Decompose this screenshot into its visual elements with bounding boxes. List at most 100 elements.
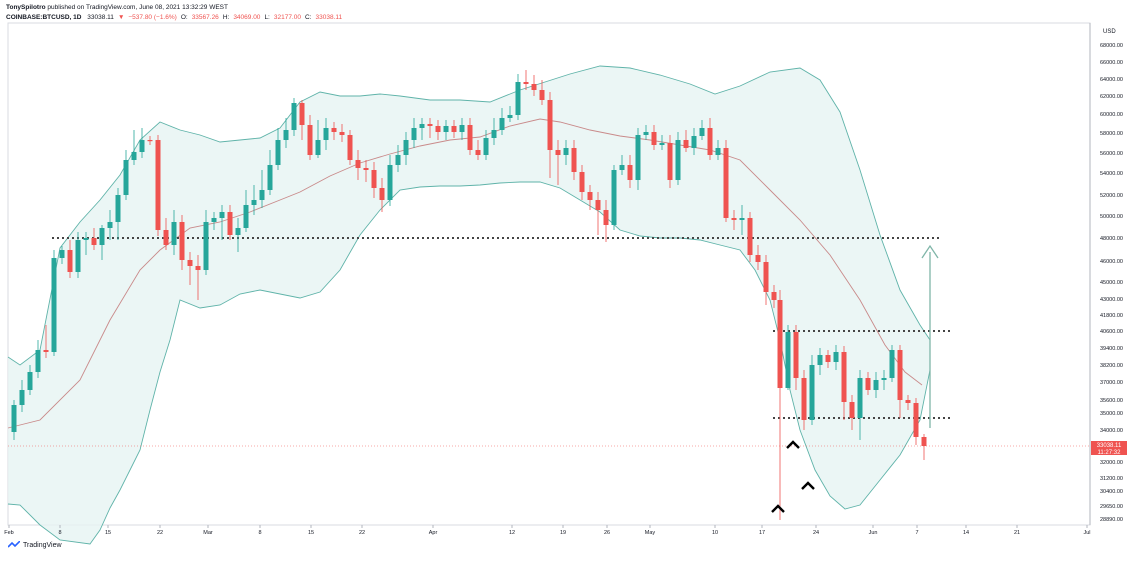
candle-body [403,140,409,155]
candle-body [747,218,753,255]
open-label: O: [180,14,188,21]
chart-header: TonySpilotro published on TradingView.co… [6,3,346,23]
annotations [771,244,939,513]
price-tick-label: 41800.00 [1100,313,1123,319]
footer: TradingView [8,541,62,549]
candle-body [627,165,633,180]
candles [11,70,927,520]
candle-body [419,124,425,128]
time-tick-label: Jul [1083,530,1090,536]
candle-body [331,128,337,132]
candle-body [531,84,537,90]
candle-body [387,165,393,200]
candle-body [865,378,871,390]
candle-body [785,332,791,388]
time-tick-label: 7 [915,530,918,536]
low-value: 32177.00 [273,14,301,21]
candle-body [587,192,593,200]
price-tick-label: 37000.00 [1100,380,1123,386]
candle-body [913,403,919,437]
time-tick-label: 21 [1014,530,1020,536]
candle-body [115,195,121,222]
candle-body [889,350,895,378]
candle-body [147,140,153,142]
price-tick-label: 34000.00 [1100,428,1123,434]
candle-body [363,168,369,170]
time-tick-label: Mar [203,530,213,536]
price-tick-label: 38200.00 [1100,363,1123,369]
publish-info: published on TradingView.com, June 08, 2… [47,4,228,11]
candle-body [315,140,321,155]
candle-body [459,125,465,132]
candle-body [107,222,113,228]
price-tick-label: 52000.00 [1100,193,1123,199]
candle-body [19,390,25,405]
candle-body [283,130,289,140]
candle-body [723,148,729,218]
candle-body [291,103,297,130]
author-name[interactable]: TonySpilotro [6,4,46,11]
price-tick-label: 60000.00 [1100,112,1123,118]
candle-body [921,437,927,446]
candle-body [467,125,473,150]
candle-body [43,350,49,352]
candle-body [395,155,401,165]
change-arrow-icon: ▼ [117,14,125,21]
candle-body [793,332,799,378]
price-tick-label: 54000.00 [1100,171,1123,177]
price-tick-label: 28890.00 [1100,517,1123,523]
candle-body [683,140,689,148]
candle-body [849,402,855,418]
price-tick-label: 62000.00 [1100,94,1123,100]
candle-body [355,160,361,168]
candle-body [715,148,721,155]
time-axis[interactable]: Feb 8 15 22 Mar 8 15 22 Apr 12 19 26 May 10 17 24 Jun 7 14… [4,525,1091,536]
candle-body [833,352,839,362]
open-value: 33567.26 [191,14,219,21]
candle-body [699,128,705,136]
price-tick-label: 39400.00 [1100,346,1123,352]
price-tick-label: 56000.00 [1100,151,1123,157]
candle-body [777,300,783,388]
candle-body [27,372,33,390]
countdown-value: 11:27:32 [1098,450,1122,456]
close-value: 33038.11 [315,14,343,21]
time-tick-label: 22 [359,530,365,536]
candle-body [763,262,769,292]
last-price-tag: 33038.11 11:27:32 [1091,441,1127,456]
candle-body [211,218,217,222]
time-tick-label: 8 [58,530,61,536]
time-tick-label: 12 [509,530,515,536]
candle-body [507,115,513,118]
candle-body [579,172,585,192]
time-tick-label: 14 [963,530,969,536]
currency-label: USD [1103,29,1116,35]
candle-body [475,150,481,155]
candle-body [801,378,807,420]
price-tick-label: 40600.00 [1100,329,1123,335]
candle-body [857,378,863,418]
candle-body [243,205,249,228]
candle-body [451,126,457,132]
brand-name[interactable]: TradingView [23,541,62,549]
time-tick-label: Jun [869,530,878,536]
time-tick-label: 15 [308,530,314,536]
candle-body [123,160,129,195]
candle-body [235,228,241,235]
candle-body [755,255,761,262]
candle-body [651,132,657,145]
price-tick-label: 35600.00 [1100,398,1123,404]
symbol-label[interactable]: COINBASE:BTCUSD, 1D [6,14,82,21]
candle-body [35,350,41,372]
candle-body [203,222,209,270]
candle-body [251,200,257,205]
price-axis[interactable]: USD 68000.00 66000.00 64000.00 62000.00 6000… [1100,29,1123,523]
candle-body [67,250,73,272]
candle-body [643,132,649,135]
price-tick-label: 68000.00 [1100,43,1123,49]
candle-body [435,126,441,132]
price-tick-label: 50000.00 [1100,214,1123,220]
candle-body [897,350,903,400]
time-tick-label: 24 [813,530,819,536]
